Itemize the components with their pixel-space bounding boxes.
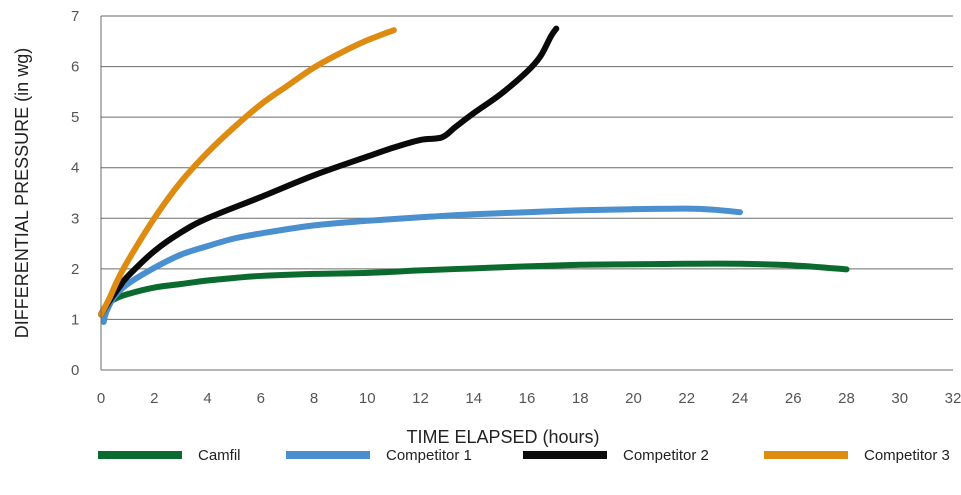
y-tick-label: 0 [71, 362, 79, 379]
legend-swatch [523, 451, 607, 459]
x-tick-label: 18 [572, 390, 589, 407]
x-tick-label: 26 [785, 390, 802, 407]
y-tick-label: 1 [71, 311, 79, 328]
x-tick-label: 14 [465, 390, 482, 407]
series-line-2 [100, 205, 743, 325]
legend-label: Camfil [198, 447, 241, 464]
legend-label: Competitor 3 [864, 447, 950, 464]
x-tick-label: 16 [519, 390, 536, 407]
y-tick-label: 6 [71, 59, 79, 76]
y-tick-label: 3 [71, 210, 79, 227]
x-tick-label: 4 [203, 390, 211, 407]
x-tick-label: 28 [838, 390, 855, 407]
y-axis-label: DIFFERENTIAL PRESSURE (in wg) [12, 48, 32, 338]
x-tick-labels: 0 2 4 6 8 10 12 14 16 18 20 22 24 26 28 30 32 [97, 390, 961, 407]
x-tick-label: 0 [97, 390, 105, 407]
legend: Camfil Competitor 1 Competitor 2 Competitor… [98, 447, 950, 464]
legend-swatch [286, 451, 370, 459]
legend-swatch [764, 451, 848, 459]
x-axis-label: TIME ELAPSED (hours) [406, 427, 599, 447]
series-lines [98, 25, 850, 325]
y-tick-label: 2 [71, 261, 79, 278]
y-tick-label: 4 [71, 160, 79, 177]
x-tick-label: 24 [732, 390, 749, 407]
legend-label: Competitor 1 [386, 447, 472, 464]
x-tick-label: 30 [891, 390, 908, 407]
x-tick-label: 8 [310, 390, 318, 407]
x-tick-label: 20 [625, 390, 642, 407]
y-tick-label: 5 [71, 109, 79, 126]
x-tick-label: 32 [945, 390, 961, 407]
series-line-3 [98, 25, 560, 318]
y-tick-labels: 0 1 2 3 4 5 6 7 [71, 8, 79, 379]
x-tick-label: 22 [678, 390, 695, 407]
series-line-4 [98, 27, 397, 318]
x-tick-label: 12 [412, 390, 429, 407]
x-tick-label: 2 [150, 390, 158, 407]
x-tick-label: 6 [257, 390, 265, 407]
legend-label: Competitor 2 [623, 447, 709, 464]
y-tick-label: 7 [71, 8, 79, 25]
series-line-1 [98, 260, 850, 318]
legend-swatch [98, 451, 182, 459]
x-tick-label: 10 [359, 390, 376, 407]
